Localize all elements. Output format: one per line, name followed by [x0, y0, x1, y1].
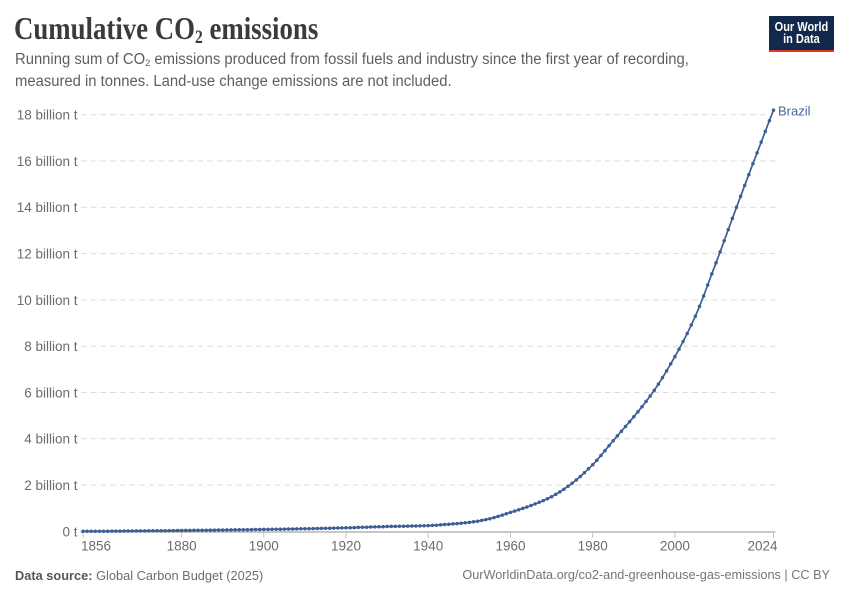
svg-text:1880: 1880 [167, 539, 197, 554]
svg-text:18 billion t: 18 billion t [17, 108, 78, 123]
svg-text:0 t: 0 t [62, 524, 77, 539]
svg-text:Brazil: Brazil [778, 104, 811, 119]
svg-text:1960: 1960 [495, 539, 525, 554]
svg-text:2 billion t: 2 billion t [24, 478, 78, 493]
svg-text:14 billion t: 14 billion t [17, 200, 78, 215]
svg-text:10 billion t: 10 billion t [17, 293, 78, 308]
svg-text:4 billion t: 4 billion t [24, 432, 78, 447]
svg-text:1980: 1980 [578, 539, 608, 554]
svg-text:1900: 1900 [249, 539, 279, 554]
svg-text:2000: 2000 [660, 539, 690, 554]
svg-text:8 billion t: 8 billion t [24, 339, 78, 354]
svg-text:16 billion t: 16 billion t [17, 154, 78, 169]
svg-text:1920: 1920 [331, 539, 361, 554]
svg-text:2024: 2024 [747, 539, 778, 554]
svg-text:1940: 1940 [413, 539, 443, 554]
svg-text:6 billion t: 6 billion t [24, 385, 78, 400]
svg-text:1856: 1856 [81, 539, 111, 554]
svg-text:12 billion t: 12 billion t [17, 246, 78, 261]
